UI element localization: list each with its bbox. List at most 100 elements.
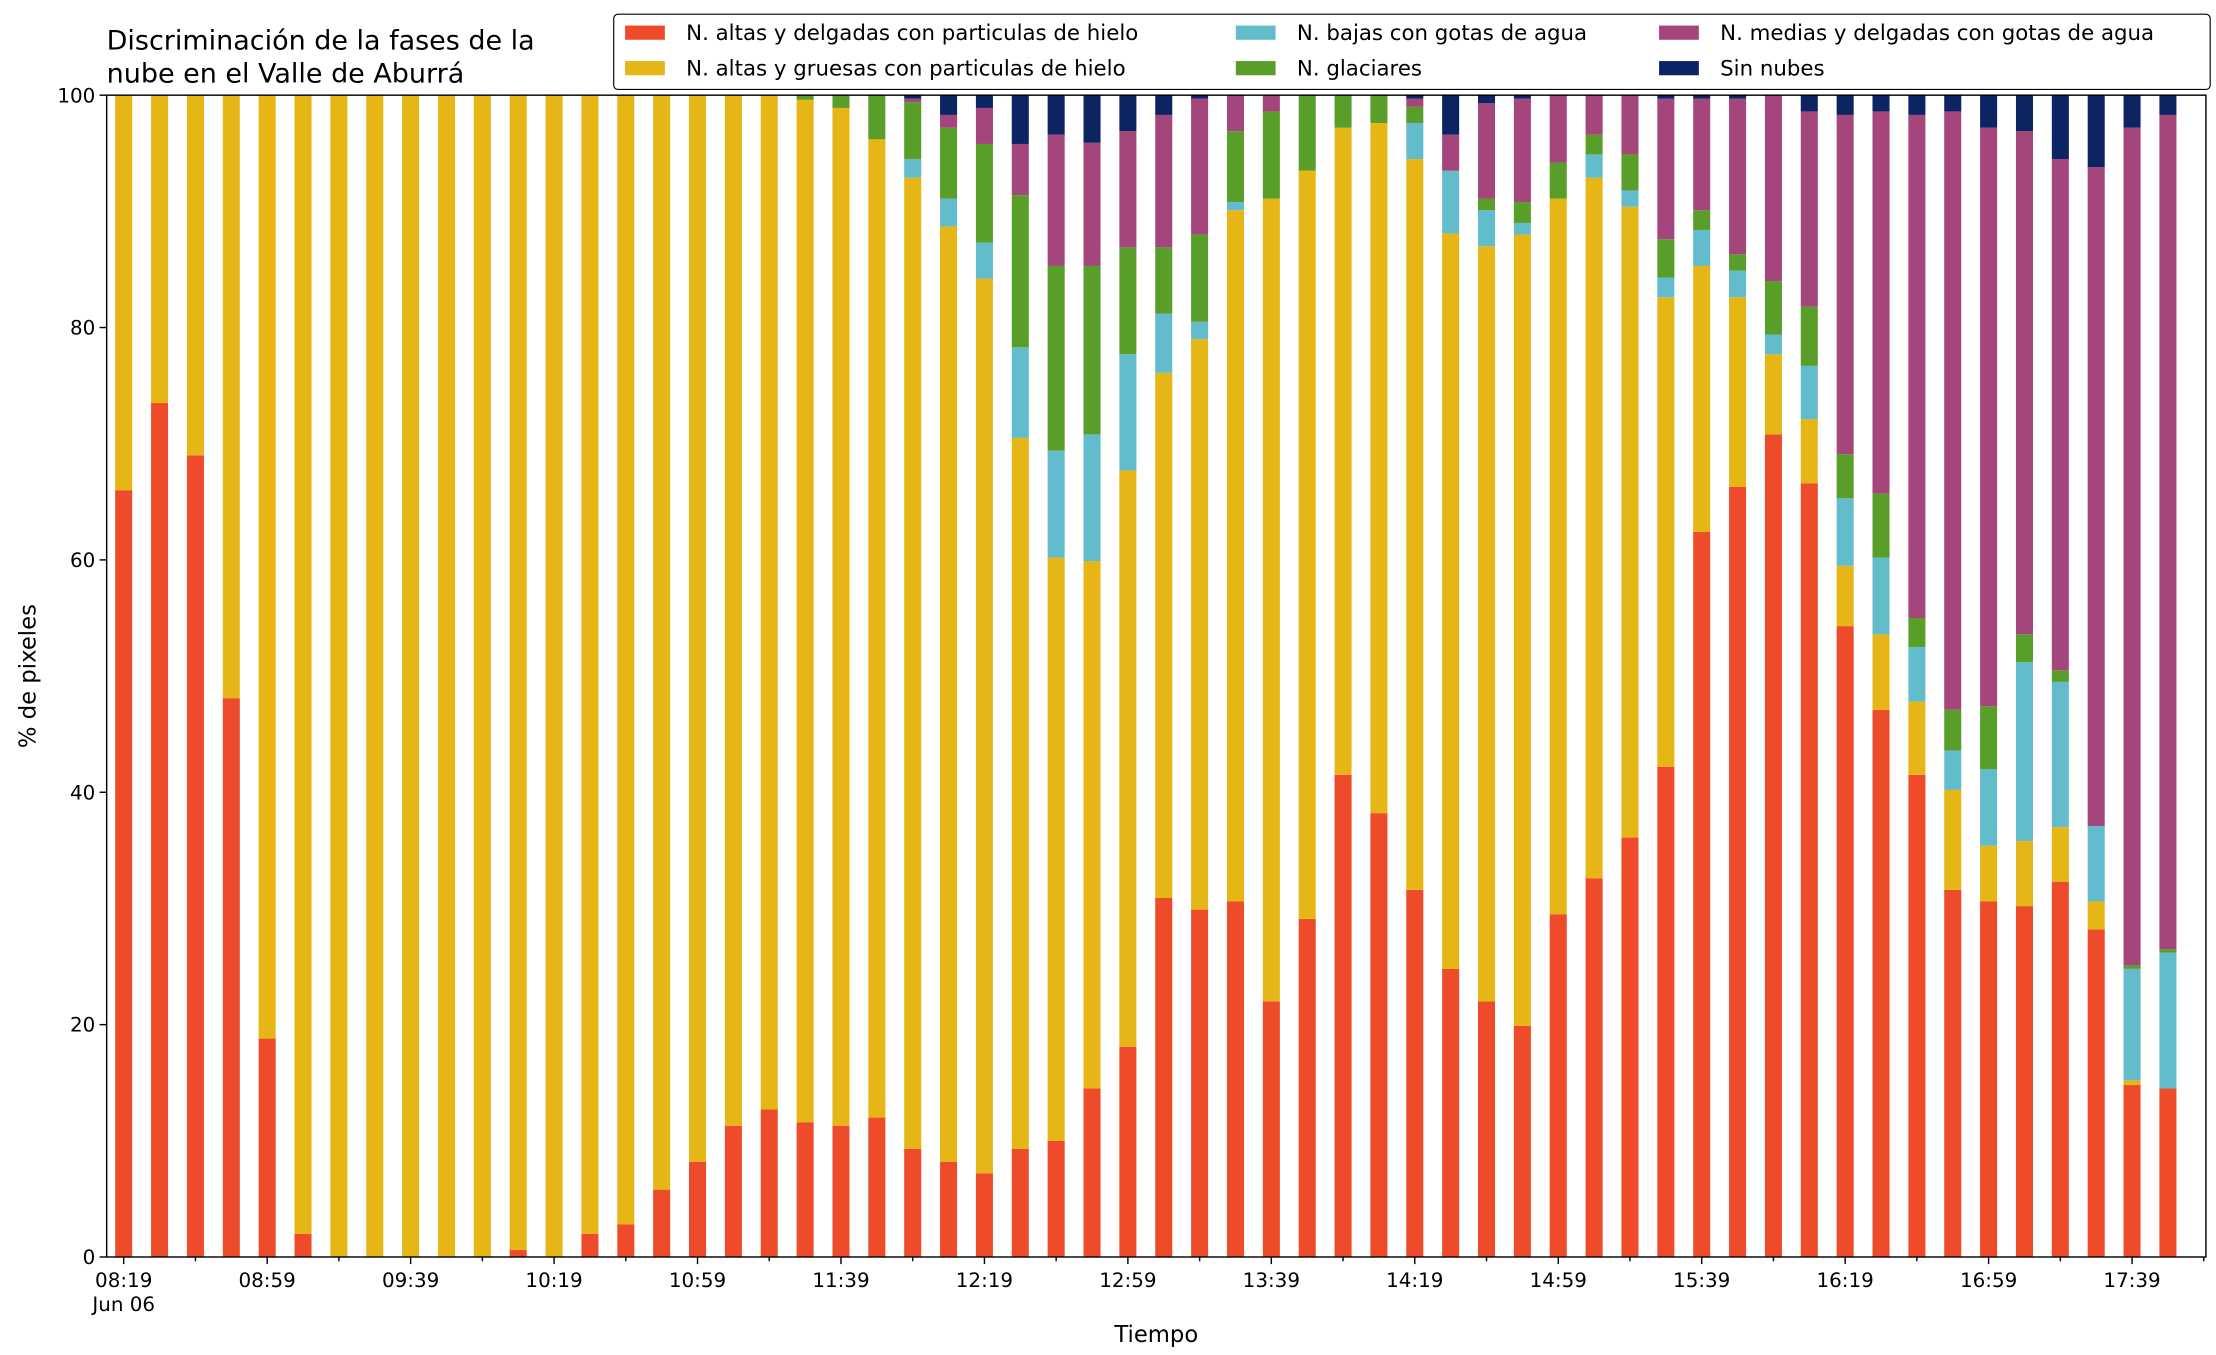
bar-segment <box>1334 95 1352 128</box>
bar-segment <box>1764 434 1782 1257</box>
bar-segment <box>1800 419 1818 484</box>
bar-segment <box>1980 901 1998 1257</box>
bar-segment <box>1119 131 1137 248</box>
bar-segment <box>2123 1080 2141 1086</box>
bar-segment <box>1334 127 1352 775</box>
bar-segment <box>1657 98 1675 240</box>
y-tick-label: 20 <box>70 1014 95 1037</box>
x-axis-label: Tiempo <box>1113 1322 1198 1348</box>
y-tick-label: 40 <box>70 781 95 804</box>
bar-segment <box>1406 123 1424 160</box>
bar-segment <box>1800 111 1818 307</box>
bar-segment <box>2051 670 2069 682</box>
legend-label: N. altas y gruesas con particulas de hie… <box>686 56 1125 81</box>
bar-segment <box>1226 131 1244 203</box>
bar-segment <box>1944 95 1962 112</box>
bar-segment <box>1442 95 1460 135</box>
bar-segment <box>1513 98 1531 203</box>
bar-segment <box>1262 95 1280 112</box>
bar-segment <box>832 1125 850 1257</box>
bar-segment <box>1836 565 1854 627</box>
bar-segment <box>1047 265 1065 451</box>
bar-segment <box>1549 914 1567 1257</box>
bar-segment <box>1011 143 1029 196</box>
bar-segment <box>186 95 204 456</box>
x-tick-label: 12:19 <box>956 1269 1013 1292</box>
bar-segment <box>796 95 814 100</box>
bar-segment <box>1549 162 1567 199</box>
bar-segment <box>1693 229 1711 266</box>
bar-segment <box>366 95 384 1257</box>
bar-segment <box>1262 1001 1280 1257</box>
bar-segment <box>1800 95 1818 112</box>
bar-segment <box>1226 901 1244 1257</box>
bar-segment <box>1011 437 1029 1149</box>
bar-segment <box>904 177 922 1149</box>
bar-segment <box>1226 210 1244 902</box>
bar-segment <box>1944 709 1962 751</box>
bar-segment <box>1011 95 1029 144</box>
bar-segment <box>437 95 456 1257</box>
legend-label: N. glaciares <box>1297 56 1422 81</box>
bar-segment <box>617 1224 635 1257</box>
bar-segment <box>1980 127 1998 707</box>
legend-swatch <box>1235 61 1276 76</box>
bar-segment <box>1083 142 1101 266</box>
bar-segment <box>975 107 993 144</box>
x-tick-label: 16:19 <box>1817 1269 1874 1292</box>
bar-segment <box>1693 210 1711 230</box>
bar-segment <box>1944 750 1962 790</box>
bar-segment <box>940 95 958 115</box>
bar-segment <box>1298 95 1316 171</box>
bar-segment <box>2015 906 2033 1257</box>
bar-segment <box>2159 952 2177 1089</box>
legend-swatch <box>625 25 665 40</box>
bar-segment <box>2051 95 2069 160</box>
bar-segment <box>1442 134 1460 171</box>
bar-segment <box>1477 210 1496 247</box>
bar-segment <box>1119 247 1137 355</box>
bar-segment <box>1155 372 1173 898</box>
bar-segment <box>1262 111 1280 199</box>
bar-segment <box>1406 159 1424 890</box>
bar-segment <box>222 698 240 1257</box>
bar-segment <box>1513 95 1531 99</box>
bar-segment <box>868 139 886 1118</box>
bar-segment <box>2015 95 2033 132</box>
bar-segment <box>2051 827 2069 882</box>
bar-segment <box>2015 662 2033 842</box>
bar-segment <box>1872 634 1890 710</box>
bar-segment <box>1155 114 1173 248</box>
bar-segment <box>724 1125 742 1257</box>
bar-segment <box>1657 766 1675 1257</box>
bar-segment <box>1370 813 1388 1257</box>
bar-segment <box>1872 111 1890 494</box>
bar-segment <box>1298 918 1316 1257</box>
bar-segment <box>1585 154 1603 178</box>
y-tick-label: 80 <box>70 317 95 340</box>
legend-swatch <box>625 61 665 76</box>
bar-segment <box>1191 234 1209 322</box>
bar-segment <box>1083 95 1101 143</box>
bar-segment <box>2051 681 2069 828</box>
bar-segment <box>1693 95 1711 99</box>
x-tick-label: 14:19 <box>1386 1269 1443 1292</box>
bar-segment <box>975 95 993 108</box>
bar-segment <box>1334 774 1352 1257</box>
bar-segment <box>1191 909 1209 1257</box>
bar-segment <box>1513 234 1531 1026</box>
bar-segment <box>294 95 312 1234</box>
bar-segment <box>1406 889 1424 1257</box>
bar-segment <box>1621 837 1639 1257</box>
bar-segment <box>1047 557 1065 1141</box>
bar-segment <box>1944 789 1962 890</box>
bar-segment <box>1693 265 1711 533</box>
bar-segment <box>2123 965 2141 969</box>
bar-segment <box>832 95 850 108</box>
bar-segment <box>1226 95 1244 132</box>
legend-swatch <box>1235 25 1276 40</box>
bar-segment <box>760 1109 778 1257</box>
x-tick-label: 17:39 <box>2103 1269 2160 1292</box>
bar-segment <box>1119 470 1137 1047</box>
bar-segment <box>1513 202 1531 223</box>
